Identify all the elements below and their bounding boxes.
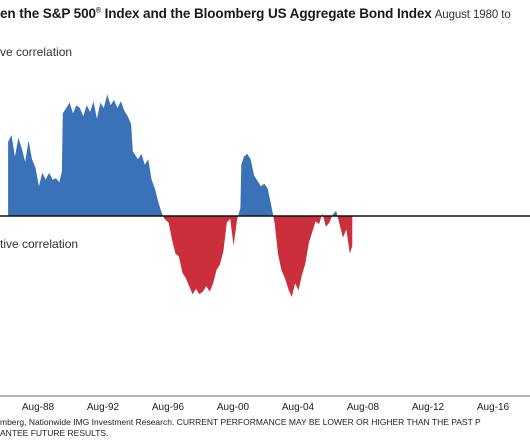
negative-correlation-label: tive correlation <box>0 237 79 251</box>
x-tick-label: Aug-16 <box>477 402 510 413</box>
x-axis-ticks: Aug-88 Aug-92 Aug-96 Aug-00 Aug-04 Aug-08 Aug-… <box>22 402 510 413</box>
x-tick-label: Aug-00 <box>217 402 250 413</box>
chart-title: en the S&P 500® Index and the Bloomberg … <box>0 6 511 21</box>
footnote-line-1: mberg, Nationwide IMG Investment Researc… <box>0 417 481 427</box>
title-tail: Index and the Bloomberg US Aggregate Bon… <box>100 6 432 21</box>
x-tick-label: Aug-88 <box>22 402 55 413</box>
negative-correlation-area-7 <box>337 216 353 254</box>
negative-correlation-area-1 <box>163 216 239 295</box>
x-tick-label: Aug-04 <box>282 402 315 413</box>
chart-subtitle: August 1980 to <box>434 9 511 21</box>
positive-correlation-area-6 <box>332 210 338 216</box>
footnote-line-2: ANTEE FUTURE RESULTS. <box>0 428 109 438</box>
x-tick-label: Aug-12 <box>412 402 445 413</box>
title-lead: en the S&P 500 <box>0 6 96 21</box>
footnote: mberg, Nationwide IMG Investment Researc… <box>0 417 481 439</box>
positive-correlation-area-0 <box>8 94 164 216</box>
x-tick-label: Aug-08 <box>347 402 380 413</box>
x-tick-label: Aug-92 <box>87 402 120 413</box>
registered-mark: ® <box>95 7 101 15</box>
positive-correlation-area-2 <box>238 153 274 216</box>
positive-correlation-label: ve correlation <box>0 45 73 59</box>
negative-correlation-area-5 <box>323 216 333 227</box>
correlation-areas <box>8 94 353 297</box>
x-tick-label: Aug-96 <box>152 402 185 413</box>
negative-correlation-area-3 <box>273 216 322 297</box>
